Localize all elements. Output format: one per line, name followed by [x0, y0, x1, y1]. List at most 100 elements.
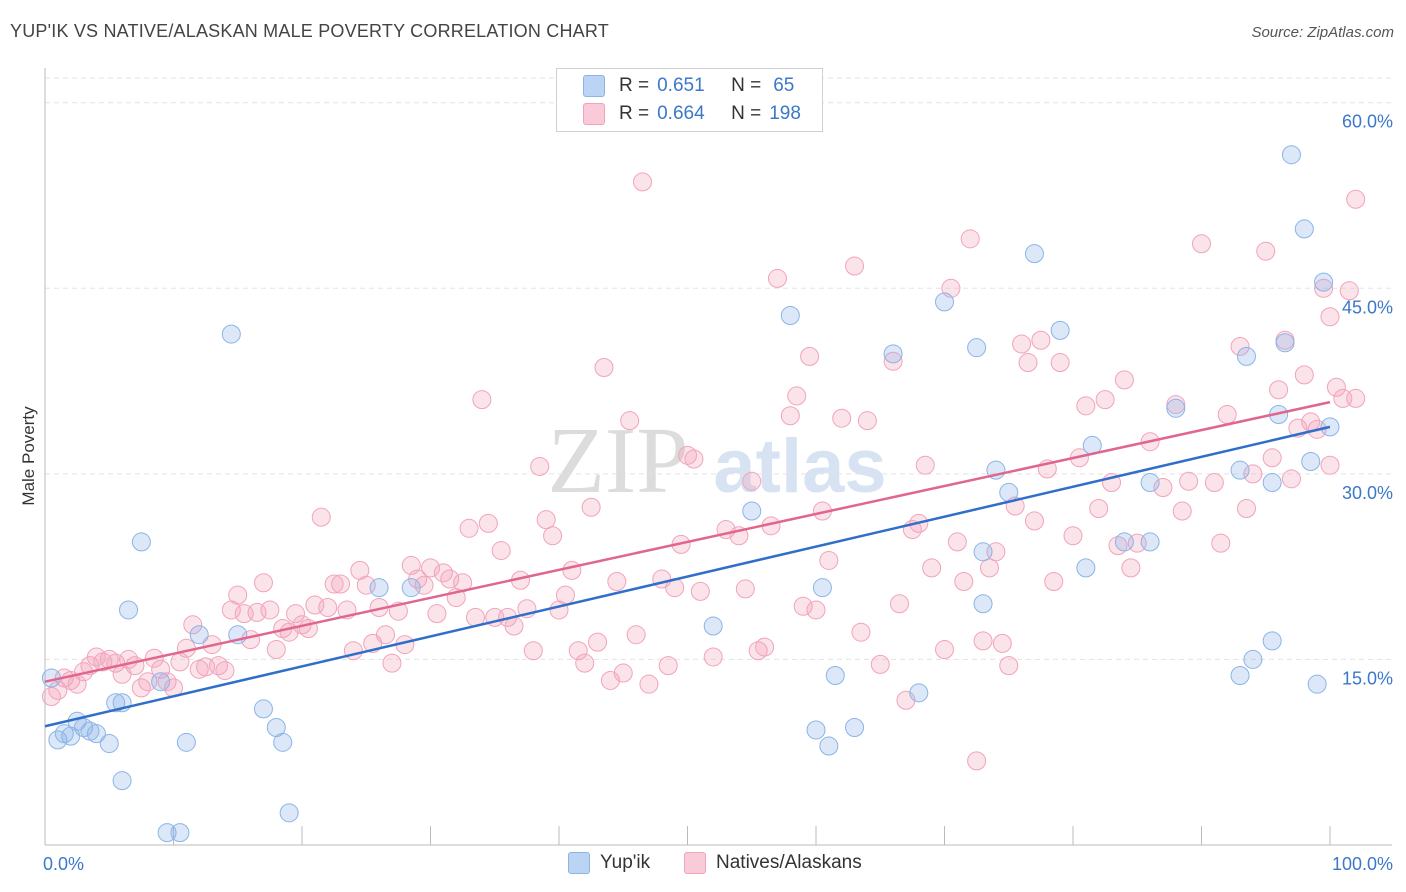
natives-point — [793, 596, 813, 616]
yupik-point — [812, 578, 832, 598]
natives-point — [421, 558, 440, 578]
legend-swatch-pink — [583, 103, 605, 125]
natives-point — [543, 526, 563, 546]
natives-point — [1281, 469, 1301, 489]
yupik-point — [1236, 346, 1256, 366]
natives-point — [1172, 501, 1192, 521]
natives-point — [1044, 571, 1064, 591]
x-tick-label: 100.0% — [1332, 854, 1393, 874]
x-tick-label: 0.0% — [43, 854, 84, 874]
yupik-point — [1076, 558, 1096, 578]
natives-point — [228, 585, 248, 605]
correlation-legend: R = 0.651 N = 65 R = 0.664 N = 198 — [556, 68, 823, 132]
yupik-point — [703, 616, 723, 636]
natives-point — [504, 616, 524, 636]
r-value: 0.664 — [657, 103, 705, 124]
yupik-point — [151, 672, 171, 692]
natives-point — [800, 346, 820, 366]
watermark: ZIP atlas — [548, 409, 887, 513]
natives-point — [755, 637, 775, 657]
yupik-point — [253, 699, 273, 719]
natives-point — [1031, 330, 1051, 350]
yupik-point — [909, 683, 929, 703]
natives-point — [626, 625, 646, 645]
natives-point — [562, 560, 582, 580]
natives-point — [767, 268, 787, 288]
natives-point — [1236, 499, 1256, 519]
yupik-point — [806, 720, 826, 740]
yupik-point — [119, 600, 139, 620]
yupik-point — [973, 542, 993, 562]
natives-point — [992, 633, 1012, 653]
natives-point — [266, 640, 286, 660]
yupik-point — [279, 803, 299, 823]
yupik-point — [189, 625, 209, 645]
natives-point — [1050, 353, 1070, 373]
natives-trend-line — [44, 400, 1331, 683]
yupik-point — [999, 482, 1019, 502]
natives-point — [819, 550, 839, 570]
natives-point — [979, 558, 999, 578]
natives-point — [787, 386, 807, 406]
natives-point — [658, 656, 678, 676]
natives-point — [581, 497, 601, 517]
yupik-point — [1275, 333, 1295, 353]
yupik-point — [1262, 631, 1282, 651]
natives-point — [440, 569, 460, 589]
natives-point — [742, 471, 762, 491]
natives-point — [1346, 388, 1366, 408]
natives-point — [1192, 234, 1211, 254]
yupik-point — [845, 717, 865, 737]
natives-point — [491, 541, 511, 561]
yupik-point — [106, 693, 126, 713]
natives-point — [613, 663, 633, 683]
natives-point — [125, 656, 145, 676]
yupik-point — [780, 306, 800, 326]
yupik-point — [176, 732, 196, 752]
natives-point — [1217, 404, 1237, 424]
series-name: Yup'ik — [600, 852, 651, 873]
natives-point — [633, 172, 653, 192]
y-tick-label: 30.0% — [1342, 483, 1393, 503]
yupik-point — [1294, 219, 1314, 239]
natives-point — [735, 579, 755, 599]
natives-point — [311, 507, 331, 527]
chart-title: YUP'IK VS NATIVE/ALASKAN MALE POVERTY CO… — [10, 21, 609, 41]
y-tick-label: 60.0% — [1342, 112, 1393, 132]
natives-point — [780, 406, 800, 426]
natives-point — [748, 641, 768, 661]
natives-point — [915, 455, 935, 475]
yupik-point — [1243, 649, 1263, 669]
natives-point — [478, 513, 498, 533]
natives-point — [1262, 448, 1282, 468]
r-value: 0.651 — [657, 75, 705, 96]
natives-point — [1012, 334, 1032, 354]
yupik-point — [1024, 244, 1044, 264]
natives-point — [1326, 377, 1346, 397]
series-name: Natives/Alaskans — [716, 852, 862, 873]
yupik-point — [825, 666, 845, 686]
natives-point — [1230, 336, 1250, 356]
legend-row-yupik: R = 0.651 N = 65 — [583, 73, 794, 99]
natives-point — [1114, 370, 1134, 390]
natives-point — [1121, 558, 1141, 578]
natives-point — [555, 585, 575, 605]
yupik-point — [1281, 145, 1301, 165]
natives-point — [382, 653, 402, 673]
natives-point — [331, 574, 351, 594]
natives-point — [260, 600, 280, 620]
natives-point — [967, 751, 987, 771]
natives-point — [883, 351, 903, 371]
natives-point — [318, 597, 338, 617]
yupik-point — [273, 732, 293, 752]
yupik-point — [1307, 674, 1327, 694]
natives-point — [1108, 536, 1128, 556]
legend-row-natives: R = 0.664 N = 198 — [583, 101, 801, 127]
yupik-point — [967, 338, 987, 358]
natives-point — [960, 229, 980, 249]
yupik-trend-line — [44, 425, 1331, 728]
natives-point — [215, 661, 235, 681]
natives-point — [1153, 477, 1173, 497]
n-label: N = — [731, 75, 762, 96]
